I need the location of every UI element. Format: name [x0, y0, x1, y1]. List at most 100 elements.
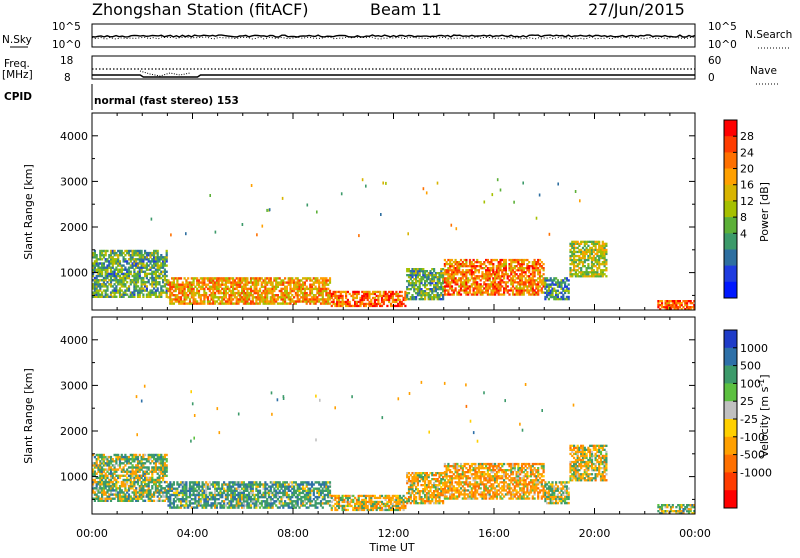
- heatmap-cell: [277, 498, 279, 500]
- heatmap-cell: [166, 460, 168, 462]
- heatmap-cell: [525, 277, 527, 279]
- heatmap-cell: [171, 490, 173, 492]
- heatmap-cell: [605, 251, 607, 253]
- heatmap-cell: [141, 285, 143, 287]
- heatmap-cell: [193, 279, 195, 281]
- heatmap-cell: [288, 294, 290, 296]
- heatmap-cell: [148, 279, 150, 281]
- heatmap-cell: [280, 290, 282, 292]
- heatmap-cell: [255, 288, 257, 290]
- heatmap-cell: [499, 261, 501, 263]
- heatmap-cell: [537, 283, 539, 285]
- heatmap-cell: [114, 283, 116, 285]
- heatmap-cell: [469, 259, 471, 261]
- heatmap-cell: [474, 279, 476, 281]
- heatmap-cell: [189, 496, 191, 498]
- heatmap-cell: [505, 287, 507, 289]
- heatmap-cell: [322, 492, 324, 494]
- heatmap-cell: [171, 300, 173, 302]
- heatmap-cell: [415, 284, 417, 286]
- heatmap-cell: [408, 280, 410, 282]
- heatmap-cell: [193, 485, 195, 487]
- heatmap-cell: [243, 481, 245, 483]
- heatmap-cell: [487, 289, 489, 291]
- heatmap-cell: [203, 288, 205, 290]
- heatmap-cell: [465, 275, 467, 277]
- heatmap-cell: [490, 275, 492, 277]
- heatmap-cell: [94, 456, 96, 458]
- heatmap-cell: [160, 277, 162, 279]
- heatmap-cell: [313, 492, 315, 494]
- heatmap-cell: [132, 468, 134, 470]
- heatmap-cell: [207, 298, 209, 300]
- heatmap-cell: [251, 184, 253, 187]
- heatmap-cell: [381, 305, 383, 307]
- heatmap-cell: [110, 254, 112, 256]
- heatmap-cell: [311, 290, 313, 292]
- power-colorbar-label: Power [dB]: [758, 182, 771, 242]
- heatmap-cell: [218, 485, 220, 487]
- heatmap-cell: [596, 253, 598, 255]
- heatmap-cell: [440, 284, 442, 286]
- heatmap-cell: [133, 294, 135, 296]
- heatmap-cell: [115, 489, 117, 491]
- heatmap-cell: [115, 479, 117, 481]
- date-label: 27/Jun/2015: [588, 0, 685, 19]
- heatmap-cell: [604, 255, 606, 257]
- heatmap-cell: [146, 287, 148, 289]
- heatmap-cell: [595, 257, 597, 259]
- heatmap-cell: [512, 269, 514, 271]
- heatmap-cell: [255, 286, 257, 288]
- heatmap-cell: [575, 261, 577, 263]
- heatmap-cell: [322, 292, 324, 294]
- heatmap-cell: [444, 265, 446, 267]
- heatmap-cell: [377, 297, 379, 299]
- heatmap-cell: [499, 283, 501, 285]
- heatmap-cell: [114, 477, 116, 479]
- heatmap-cell: [126, 477, 128, 479]
- heatmap-cell: [105, 479, 107, 481]
- heatmap-cell: [447, 279, 449, 281]
- heatmap-cell: [264, 494, 266, 496]
- heatmap-cell: [573, 263, 575, 265]
- heatmap-cell: [560, 283, 562, 285]
- heatmap-cell: [198, 279, 200, 281]
- heatmap-cell: [577, 247, 579, 249]
- heatmap-cell: [661, 300, 663, 302]
- heatmap-cell: [535, 279, 537, 281]
- heatmap-cell: [291, 294, 293, 296]
- heatmap-cell: [203, 302, 205, 304]
- heatmap-cell: [444, 291, 446, 293]
- heatmap-cell: [149, 491, 151, 493]
- heatmap-cell: [289, 498, 291, 500]
- heatmap-cell: [428, 292, 430, 294]
- heatmap-cell: [516, 273, 518, 275]
- colorbar-tick-label: 8: [740, 211, 747, 224]
- heatmap-cell: [189, 504, 191, 506]
- heatmap-cell: [194, 496, 196, 498]
- heatmap-cell: [333, 505, 335, 507]
- heatmap-cell: [160, 454, 162, 456]
- heatmap-cell: [144, 500, 146, 502]
- heatmap-cell: [142, 254, 144, 256]
- heatmap-cell: [505, 261, 507, 263]
- heatmap-cell: [142, 487, 144, 489]
- heatmap-cell: [490, 261, 492, 263]
- heatmap-cell: [605, 245, 607, 247]
- heatmap-cell: [307, 204, 309, 207]
- heatmap-cell: [166, 458, 168, 460]
- heatmap-cell: [311, 500, 313, 502]
- heatmap-cell: [164, 273, 166, 275]
- heatmap-cell: [596, 271, 598, 273]
- heatmap-cell: [158, 475, 160, 477]
- heatmap-cell: [605, 261, 607, 263]
- heatmap-cell: [311, 292, 313, 294]
- heatmap-cell: [202, 488, 204, 490]
- heatmap-cell: [447, 289, 449, 291]
- heatmap-cell: [569, 257, 571, 259]
- heatmap-cell: [349, 293, 351, 295]
- heatmap-cell: [595, 245, 597, 247]
- heatmap-cell: [214, 294, 216, 296]
- cpid-text: normal (fast stereo) 153: [94, 95, 239, 107]
- heatmap-cell: [507, 277, 509, 279]
